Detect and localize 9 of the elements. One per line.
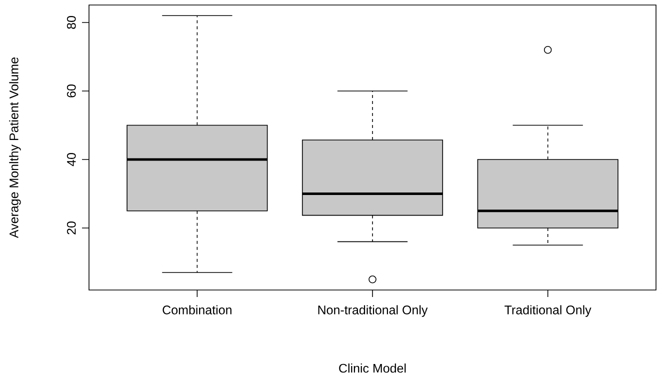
y-tick-label: 60 [66,84,76,98]
y-tick-label: 20 [66,222,76,234]
x-tick-label: Traditional Only [504,305,592,317]
x-axis-title: Clinic Model [339,363,406,373]
y-tick-label: 80 [66,16,76,29]
x-tick-label: Non-traditional Only [318,305,428,317]
y-axis-title: Average Monlthy Patient Volume [9,58,21,238]
x-tick-label: Combination [162,305,232,314]
y-tick-label: 40 [66,153,76,166]
